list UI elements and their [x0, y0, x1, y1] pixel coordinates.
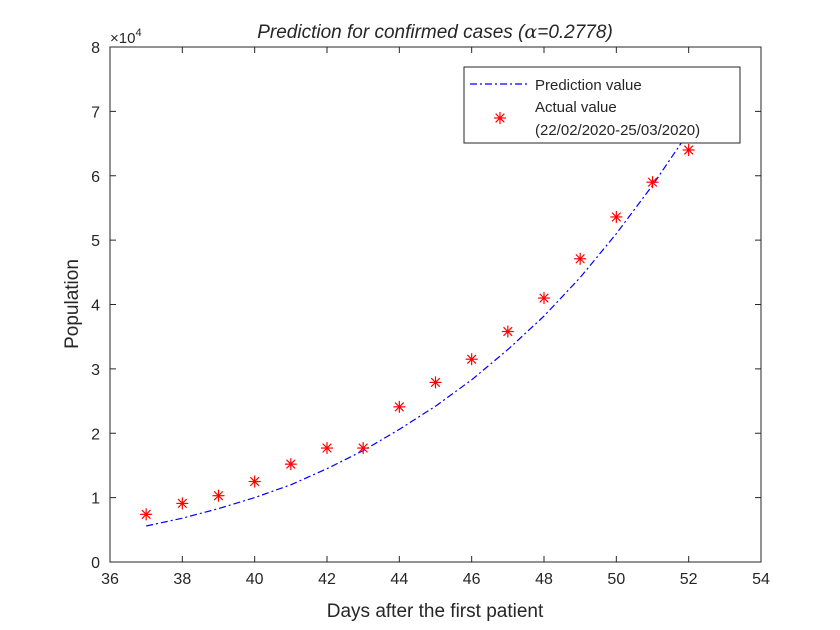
actual-point — [393, 400, 406, 413]
x-tick-label: 46 — [463, 571, 481, 588]
actual-point — [176, 497, 189, 510]
legend: Prediction value Actual value (22/02/202… — [463, 66, 741, 144]
legend-marker-actual — [494, 112, 506, 124]
actual-point — [429, 376, 442, 389]
actual-point — [357, 442, 370, 455]
actual-point — [140, 508, 153, 521]
legend-box — [463, 66, 741, 144]
y-tick-label: 5 — [91, 233, 100, 250]
actual-point — [574, 252, 587, 265]
y-tick-label: 7 — [91, 104, 100, 121]
x-axis-label: Days after the first patient — [327, 601, 544, 622]
prediction-line — [146, 131, 690, 527]
x-tick-label: 52 — [680, 571, 698, 588]
y-exponent-label: ×104 — [110, 27, 142, 47]
actual-point — [610, 210, 623, 223]
actual-point — [646, 176, 659, 189]
actual-point — [465, 353, 478, 366]
x-tick-label: 40 — [246, 571, 264, 588]
y-tick-label: 3 — [91, 362, 100, 379]
actual-point — [248, 475, 261, 488]
legend-asterisk — [494, 112, 506, 124]
actual-point — [682, 144, 695, 156]
actual-point — [538, 292, 550, 305]
actual-point — [284, 458, 297, 471]
x-tick-label: 38 — [173, 571, 191, 588]
y-tick-label: 0 — [91, 555, 100, 572]
actual-point — [501, 325, 514, 338]
x-tick-label: 54 — [752, 571, 770, 588]
y-tick-label: 4 — [91, 298, 100, 315]
x-tick-label: 42 — [318, 571, 336, 588]
x-tick-label: 44 — [390, 571, 408, 588]
y-axis-label: Population — [62, 259, 83, 349]
y-tick-label: 2 — [91, 426, 100, 443]
legend-label-actual-range: (22/02/2020-25/03/2020) — [535, 122, 700, 139]
y-tick-label: 8 — [91, 40, 100, 57]
x-tick-label: 50 — [607, 571, 625, 588]
actual-point — [212, 489, 225, 502]
actual-point — [321, 442, 333, 455]
y-tick-label: 6 — [91, 169, 100, 186]
legend-label-actual: Actual value — [535, 99, 617, 116]
legend-label-prediction: Prediction value — [535, 77, 642, 94]
x-tick-label: 36 — [101, 571, 119, 588]
y-tick-label: 1 — [91, 491, 100, 508]
x-tick-label: 48 — [535, 571, 553, 588]
chart-title: Prediction for confirmed cases (α=0.2778… — [257, 21, 613, 43]
